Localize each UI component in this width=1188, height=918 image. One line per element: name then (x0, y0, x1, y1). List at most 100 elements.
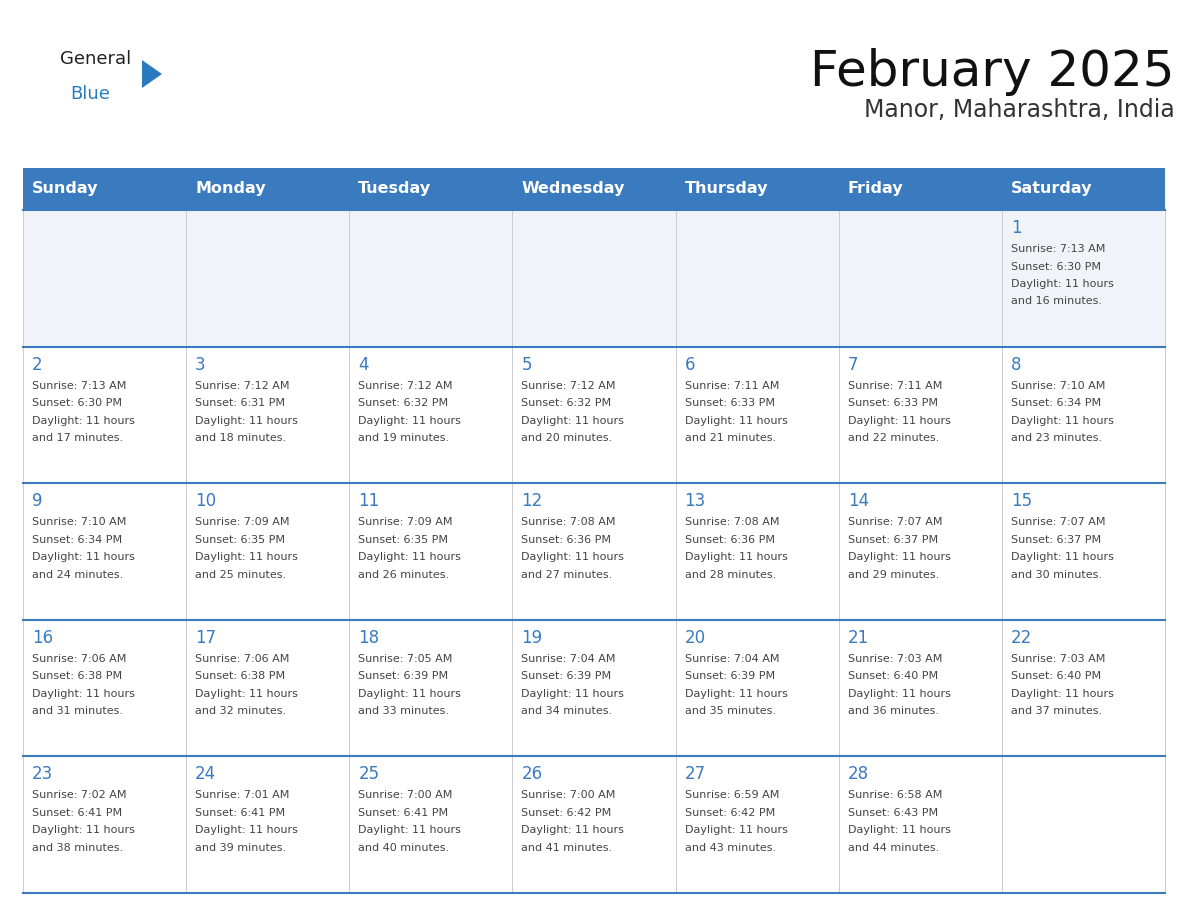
Text: and 36 minutes.: and 36 minutes. (848, 706, 939, 716)
Text: Daylight: 11 hours: Daylight: 11 hours (522, 416, 625, 426)
Text: Daylight: 11 hours: Daylight: 11 hours (1011, 553, 1113, 562)
Polygon shape (143, 60, 162, 88)
Text: Sunrise: 6:59 AM: Sunrise: 6:59 AM (684, 790, 779, 800)
Text: Sunrise: 7:10 AM: Sunrise: 7:10 AM (32, 517, 126, 527)
Text: and 28 minutes.: and 28 minutes. (684, 570, 776, 579)
Text: Daylight: 11 hours: Daylight: 11 hours (848, 553, 950, 562)
Text: Sunrise: 7:05 AM: Sunrise: 7:05 AM (359, 654, 453, 664)
Text: Sunrise: 7:00 AM: Sunrise: 7:00 AM (522, 790, 615, 800)
Text: Daylight: 11 hours: Daylight: 11 hours (848, 688, 950, 699)
Text: Daylight: 11 hours: Daylight: 11 hours (32, 416, 135, 426)
Bar (676, 756, 839, 893)
Text: Daylight: 11 hours: Daylight: 11 hours (684, 688, 788, 699)
Text: Sunset: 6:39 PM: Sunset: 6:39 PM (359, 671, 448, 681)
Text: Sunset: 6:38 PM: Sunset: 6:38 PM (32, 671, 122, 681)
Bar (512, 210, 676, 347)
Bar (839, 756, 1001, 893)
Text: and 34 minutes.: and 34 minutes. (522, 706, 613, 716)
Text: Thursday: Thursday (684, 182, 769, 196)
Text: and 19 minutes.: and 19 minutes. (359, 433, 449, 443)
Text: Sunset: 6:33 PM: Sunset: 6:33 PM (684, 398, 775, 409)
Bar (676, 210, 839, 347)
Text: Sunrise: 7:13 AM: Sunrise: 7:13 AM (1011, 244, 1105, 254)
Text: Sunrise: 7:06 AM: Sunrise: 7:06 AM (32, 654, 126, 664)
Text: Sunset: 6:34 PM: Sunset: 6:34 PM (32, 534, 122, 544)
Text: and 22 minutes.: and 22 minutes. (848, 433, 939, 443)
Bar (839, 620, 1001, 756)
Text: and 29 minutes.: and 29 minutes. (848, 570, 939, 579)
Bar (676, 347, 839, 483)
Text: Daylight: 11 hours: Daylight: 11 hours (1011, 688, 1113, 699)
Bar (1001, 210, 1165, 347)
Bar (349, 756, 512, 893)
Bar (23, 483, 187, 620)
Text: Daylight: 11 hours: Daylight: 11 hours (1011, 416, 1113, 426)
Text: 9: 9 (32, 492, 43, 510)
Bar (512, 620, 676, 756)
Bar (676, 168, 839, 210)
Bar (23, 210, 187, 347)
Text: 7: 7 (848, 355, 858, 374)
Text: Friday: Friday (848, 182, 903, 196)
Text: Sunset: 6:40 PM: Sunset: 6:40 PM (848, 671, 937, 681)
Text: 18: 18 (359, 629, 379, 647)
Text: 11: 11 (359, 492, 379, 510)
Bar (187, 756, 349, 893)
Bar (187, 168, 349, 210)
Bar (839, 168, 1001, 210)
Text: Daylight: 11 hours: Daylight: 11 hours (195, 416, 298, 426)
Bar (23, 620, 187, 756)
Text: and 20 minutes.: and 20 minutes. (522, 433, 613, 443)
Text: Sunset: 6:31 PM: Sunset: 6:31 PM (195, 398, 285, 409)
Text: Sunrise: 7:01 AM: Sunrise: 7:01 AM (195, 790, 290, 800)
Text: Daylight: 11 hours: Daylight: 11 hours (522, 688, 625, 699)
Text: and 44 minutes.: and 44 minutes. (848, 843, 939, 853)
Bar (676, 620, 839, 756)
Text: Sunrise: 7:09 AM: Sunrise: 7:09 AM (359, 517, 453, 527)
Text: Sunset: 6:34 PM: Sunset: 6:34 PM (1011, 398, 1101, 409)
Text: Sunrise: 7:02 AM: Sunrise: 7:02 AM (32, 790, 126, 800)
Text: Sunrise: 7:09 AM: Sunrise: 7:09 AM (195, 517, 290, 527)
Text: 10: 10 (195, 492, 216, 510)
Text: and 25 minutes.: and 25 minutes. (195, 570, 286, 579)
Text: and 43 minutes.: and 43 minutes. (684, 843, 776, 853)
Text: 24: 24 (195, 766, 216, 783)
Text: Sunset: 6:35 PM: Sunset: 6:35 PM (195, 534, 285, 544)
Text: Sunrise: 7:04 AM: Sunrise: 7:04 AM (684, 654, 779, 664)
Text: Sunrise: 7:12 AM: Sunrise: 7:12 AM (195, 381, 290, 390)
Text: Daylight: 11 hours: Daylight: 11 hours (195, 825, 298, 835)
Text: Sunrise: 7:04 AM: Sunrise: 7:04 AM (522, 654, 615, 664)
Text: Sunset: 6:40 PM: Sunset: 6:40 PM (1011, 671, 1101, 681)
Text: Daylight: 11 hours: Daylight: 11 hours (359, 553, 461, 562)
Text: and 17 minutes.: and 17 minutes. (32, 433, 124, 443)
Text: Sunset: 6:42 PM: Sunset: 6:42 PM (522, 808, 612, 818)
Text: 17: 17 (195, 629, 216, 647)
Text: Sunset: 6:36 PM: Sunset: 6:36 PM (522, 534, 612, 544)
Bar (1001, 756, 1165, 893)
Bar (512, 168, 676, 210)
Text: and 24 minutes.: and 24 minutes. (32, 570, 124, 579)
Text: and 33 minutes.: and 33 minutes. (359, 706, 449, 716)
Bar (187, 620, 349, 756)
Text: General: General (61, 50, 131, 68)
Bar (349, 347, 512, 483)
Text: Sunset: 6:42 PM: Sunset: 6:42 PM (684, 808, 775, 818)
Text: and 40 minutes.: and 40 minutes. (359, 843, 449, 853)
Text: Daylight: 11 hours: Daylight: 11 hours (522, 825, 625, 835)
Text: and 16 minutes.: and 16 minutes. (1011, 297, 1101, 307)
Text: 13: 13 (684, 492, 706, 510)
Text: Sunset: 6:32 PM: Sunset: 6:32 PM (359, 398, 448, 409)
Text: Sunrise: 7:10 AM: Sunrise: 7:10 AM (1011, 381, 1105, 390)
Text: and 23 minutes.: and 23 minutes. (1011, 433, 1102, 443)
Text: and 21 minutes.: and 21 minutes. (684, 433, 776, 443)
Bar (512, 347, 676, 483)
Text: and 41 minutes.: and 41 minutes. (522, 843, 613, 853)
Text: Sunrise: 7:13 AM: Sunrise: 7:13 AM (32, 381, 126, 390)
Bar (1001, 168, 1165, 210)
Bar (187, 347, 349, 483)
Text: Sunrise: 7:12 AM: Sunrise: 7:12 AM (522, 381, 615, 390)
Text: and 38 minutes.: and 38 minutes. (32, 843, 124, 853)
Text: Monday: Monday (195, 182, 266, 196)
Bar (349, 483, 512, 620)
Text: Sunrise: 7:11 AM: Sunrise: 7:11 AM (684, 381, 779, 390)
